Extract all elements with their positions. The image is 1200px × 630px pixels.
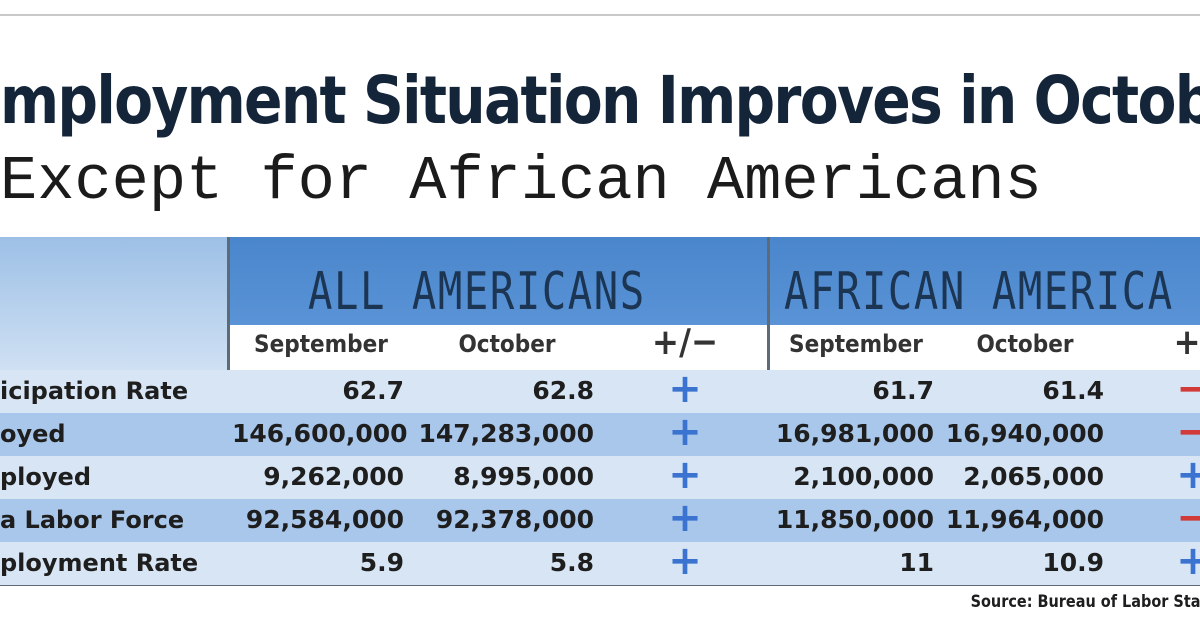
table-cell: 61.7 xyxy=(872,376,934,405)
change-sign: + xyxy=(668,366,702,412)
label-header xyxy=(0,237,228,370)
table-cell: 62.8 xyxy=(532,376,594,405)
table-cell: 61.4 xyxy=(1042,376,1104,405)
table-cell: 11,850,000 xyxy=(775,505,934,534)
row-label: ployment Rate xyxy=(0,549,199,577)
change-sign: + xyxy=(1176,538,1200,584)
table-cell: 146,600,000 xyxy=(232,419,408,448)
row-label: ployed xyxy=(0,463,91,491)
table-cell: 62.7 xyxy=(342,376,404,405)
divider xyxy=(0,584,1200,586)
table-cell: 16,940,000 xyxy=(945,419,1104,448)
change-sign: + xyxy=(668,495,702,541)
table-cell: 11 xyxy=(899,548,934,577)
subtitle: Except for African Americans xyxy=(0,146,1042,217)
table-cell: 8,995,000 xyxy=(453,462,594,491)
table-cell: 2,100,000 xyxy=(793,462,934,491)
table-cell: 11,964,000 xyxy=(945,505,1104,534)
change-sign: + xyxy=(668,452,702,498)
column-header: October xyxy=(976,330,1074,358)
table-row xyxy=(0,499,1200,542)
divider xyxy=(0,14,1200,16)
table-row xyxy=(0,413,1200,456)
subheader-row xyxy=(228,325,1200,370)
table-cell: 16,981,000 xyxy=(775,419,934,448)
table-cell: 5.9 xyxy=(359,548,404,577)
column-header: September xyxy=(254,330,388,358)
column-header: September xyxy=(789,330,923,358)
table-row xyxy=(0,456,1200,499)
row-label: oyed xyxy=(0,420,66,448)
source: Source: Bureau of Labor Sta xyxy=(970,592,1200,612)
change-sign: − xyxy=(1176,409,1200,455)
table-row xyxy=(0,370,1200,413)
table-cell: 92,378,000 xyxy=(435,505,594,534)
title: mployment Situation Improves in Octob xyxy=(0,62,1200,139)
change-sign: + xyxy=(668,538,702,584)
row-label: a Labor Force xyxy=(0,506,185,534)
column-header: +/− xyxy=(651,322,719,363)
change-sign: − xyxy=(1176,366,1200,412)
change-sign: + xyxy=(668,409,702,455)
table-row xyxy=(0,542,1200,585)
table-cell: 9,262,000 xyxy=(263,462,404,491)
column-header: October xyxy=(458,330,556,358)
change-sign: + xyxy=(1176,452,1200,498)
table-cell: 147,283,000 xyxy=(418,419,594,448)
table-cell: 10.9 xyxy=(1042,548,1104,577)
change-sign: − xyxy=(1176,495,1200,541)
table-cell: 5.8 xyxy=(549,548,594,577)
table-cell: 92,584,000 xyxy=(245,505,404,534)
group-header: ALL AMERICANS xyxy=(308,262,646,322)
table-cell: 2,065,000 xyxy=(963,462,1104,491)
group-header: AFRICAN AMERICA xyxy=(784,262,1174,322)
row-label: icipation Rate xyxy=(0,377,189,405)
column-header: +/ xyxy=(1173,322,1200,363)
